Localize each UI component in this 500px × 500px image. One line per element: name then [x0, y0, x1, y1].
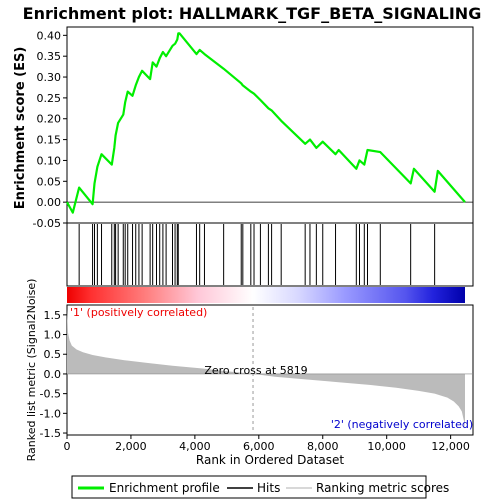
zero-cross-label: Zero cross at 5819	[204, 364, 307, 377]
rank-color-bar	[67, 287, 473, 303]
x-tick-label: 12,000	[431, 440, 470, 453]
x-axis: 0 2,000 4,000 6,000 8,000 10,000 12,000	[64, 435, 470, 453]
metric-y-tick-label: 0.5	[44, 348, 62, 361]
es-y-tick-label: 0.40	[37, 29, 62, 42]
x-tick-label: 2,000	[115, 440, 147, 453]
es-y-tick-label: 0.05	[37, 175, 62, 188]
positive-correlation-label: '1' (positively correlated)	[70, 306, 207, 319]
x-tick-label: 4,000	[179, 440, 211, 453]
metric-y-label: Ranked list metric (Signal2Noise)	[25, 279, 38, 462]
es-profile-area	[66, 32, 473, 214]
x-tick-label: 0	[64, 440, 71, 453]
es-y-tick-label: 0.35	[37, 50, 62, 63]
hits-marks	[78, 224, 436, 285]
legend: Enrichment profile Hits Ranking metric s…	[71, 475, 449, 499]
legend-item-hits: Hits	[257, 481, 280, 495]
es-y-tick-label: 0.30	[37, 71, 62, 84]
es-y-label: Enrichment score (ES)	[13, 47, 28, 210]
es-y-tick-label: -0.05	[33, 217, 61, 230]
metric-y-tick-label: 0.0	[44, 368, 62, 381]
es-y-tick-label: 0.00	[37, 196, 62, 209]
x-tick-label: 6,000	[243, 440, 275, 453]
metric-y-tick-label: -0.5	[40, 388, 61, 401]
chart-title: Enrichment plot: HALLMARK_TGF_BETA_SIGNA…	[23, 4, 482, 23]
hits-panel-frame	[66, 222, 474, 287]
legend-item-ranking-metric: Ranking metric scores	[316, 481, 449, 495]
metric-y-tick-label: -1.5	[40, 427, 61, 440]
colorbar-fill	[67, 287, 466, 303]
x-axis-label: Rank in Ordered Dataset	[196, 453, 344, 467]
es-y-tick-label: 0.20	[37, 113, 62, 126]
es-panel-frame	[66, 26, 474, 224]
es-y-tick-label: 0.10	[37, 154, 62, 167]
x-tick-label: 8,000	[307, 440, 339, 453]
ranking-metric-fill	[67, 308, 465, 430]
metric-y-tick-label: -1.0	[40, 407, 61, 420]
legend-frame	[71, 475, 427, 499]
es-y-axis: -0.05 0.00 0.05 0.10 0.15 0.20 0.25 0.30 0.35 0.4…	[33, 29, 67, 230]
x-tick-label: 10,000	[367, 440, 406, 453]
colorbar-tail	[465, 287, 473, 303]
es-y-tick-label: 0.15	[37, 134, 62, 147]
legend-item-enrichment-profile: Enrichment profile	[109, 481, 220, 495]
enrichment-profile-line	[66, 32, 466, 214]
metric-y-tick-label: 1.0	[44, 329, 62, 342]
es-y-tick-label: 0.25	[37, 92, 62, 105]
metric-y-axis: -1.5 -1.0 -0.5 0.0 0.5 1.0 1.5	[40, 309, 67, 440]
ranked-metric-area	[67, 307, 473, 433]
metric-y-tick-label: 1.5	[44, 309, 62, 322]
negative-correlation-label: '2' (negatively correlated)	[331, 418, 473, 431]
